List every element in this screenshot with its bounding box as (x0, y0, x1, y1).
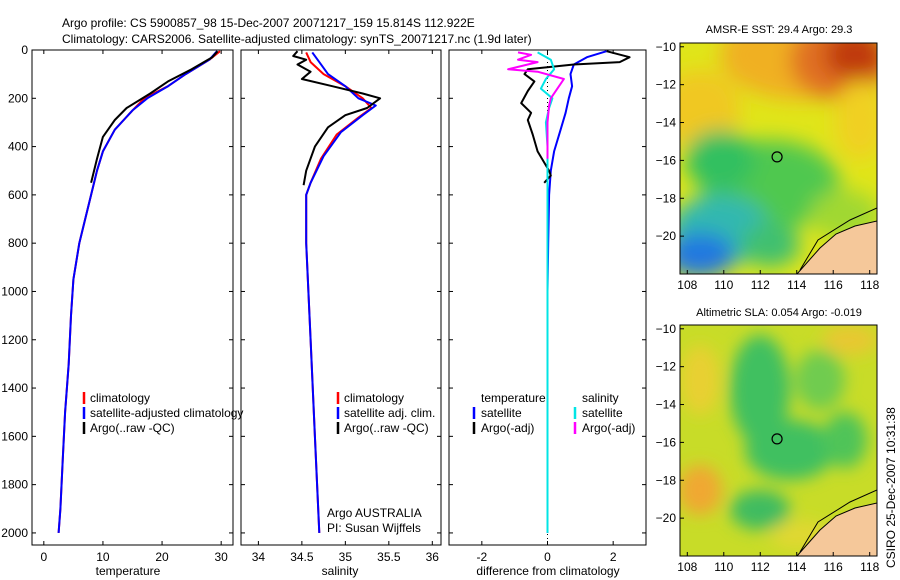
sal-legend-label-satellite: satellite adj. clim. (344, 406, 435, 420)
diff-series-temperature-argo-adj (520, 50, 631, 184)
sla-map-xtick-label-118: 118 (860, 560, 879, 574)
diff-series-salinity-argo-adj (507, 51, 565, 159)
temp-series-climatology (57, 50, 221, 533)
sst-map-xtick-label-116: 116 (824, 278, 843, 292)
depth-tick-label-0: 0 (21, 43, 28, 57)
sla-map-ytick-label--14: −14 (656, 398, 677, 412)
sla-map-title: Altimetric SLA: 0.054 Argo: -0.019 (696, 307, 862, 319)
series-layer (57, 50, 631, 533)
sst-map-xtick-label-114: 114 (787, 278, 806, 292)
temp-xtick-label-30: 30 (214, 550, 228, 564)
sst-map-xtick-label-110: 110 (714, 278, 733, 292)
sal-xtick-label-34: 34 (252, 550, 266, 564)
sst-map-ytick-label--16: −16 (656, 153, 677, 167)
diff-legend-label-temp-satellite: satellite (481, 406, 522, 420)
float-program-label: Argo AUSTRALIA (327, 506, 422, 520)
sla-map-ytick-label--18: −18 (656, 473, 677, 487)
depth-tick-label-600: 600 (8, 188, 28, 202)
temp-series-argo-raw-qc (90, 50, 219, 184)
diff-xtick-label-2: 2 (610, 550, 617, 564)
diff-legend-label-sal-satellite: satellite (582, 406, 623, 420)
sal-legend-label-argo: Argo(..raw -QC) (344, 421, 429, 435)
sst-map-title: AMSR-E SST: 29.4 Argo: 29.3 (706, 24, 853, 36)
sst-map-xtick-label-118: 118 (860, 278, 879, 292)
sst-map-xtick-label-108: 108 (677, 278, 697, 292)
legend-label-argo: Argo(..raw -QC) (90, 421, 175, 435)
salinity-panel-frame (240, 49, 442, 546)
difference-legend: temperature satellite Argo(-adj) salinit… (472, 391, 635, 435)
depth-tick-label-1600: 1600 (1, 429, 28, 443)
sst-map-xtick-label-112: 112 (751, 278, 770, 292)
temp-xtick-label-0: 0 (40, 550, 47, 564)
sla-float-marker (771, 433, 783, 445)
float-position-markers (771, 151, 783, 445)
sal-series-argo-raw-qc (292, 50, 382, 186)
temperature-panel-frame (31, 49, 234, 546)
sst-map-frame (679, 42, 878, 275)
sst-map-ytick-label--18: −18 (656, 191, 677, 205)
sst-map-ticks: 108 110 112 114 116 118 −10 −12 −14 −16 −18 −20 (656, 40, 880, 292)
sal-legend-label-climatology: climatology (344, 391, 404, 405)
sla-map-ytick-label--20: −20 (656, 511, 677, 525)
temp-xtick-label-10: 10 (96, 550, 110, 564)
side-stamp: CSIRO 25-Dec-2007 10:31:38 (884, 407, 898, 568)
depth-tick-label-200: 200 (8, 91, 28, 105)
sst-float-marker (771, 151, 783, 163)
sla-map-ytick-label--16: −16 (656, 435, 677, 449)
axes-layer: 0 10 20 30020040060080010001200140016001800… (1, 43, 646, 564)
sla-map-ticks: 108 110 112 114 116 118 −10 −12 −14 −16 −18 −20 (656, 322, 880, 574)
salinity-legend: climatology satellite adj. clim. Argo(..… (327, 391, 435, 535)
diff-series-salinity-satellite (537, 51, 556, 533)
depth-tick-label-1800: 1800 (1, 478, 28, 492)
legend-label-climatology: climatology (90, 391, 150, 405)
diff-legend-title-temperature: temperature (481, 391, 546, 405)
temp-xtick-label-20: 20 (155, 550, 169, 564)
depth-tick-label-800: 800 (8, 236, 28, 250)
sla-map-frame (679, 324, 878, 557)
depth-tick-label-2000: 2000 (1, 526, 28, 540)
temp-series-satellite-adjusted-climatology (57, 50, 218, 533)
sla-map-xtick-label-110: 110 (714, 560, 733, 574)
depth-tick-label-1400: 1400 (1, 381, 28, 395)
sal-xtick-label-34.5: 34.5 (290, 550, 314, 564)
temperature-xlabel: temperature (96, 564, 161, 578)
salinity-xlabel: salinity (322, 564, 359, 578)
sla-map-ytick-label--12: −12 (656, 360, 677, 374)
sal-xtick-label-36: 36 (426, 550, 440, 564)
sst-map-ytick-label--20: −20 (656, 229, 677, 243)
legend-label-satellite: satellite-adjusted climatology (90, 406, 243, 420)
diff-series-temperature-satellite (546, 50, 607, 533)
diff-xtick-label--2: -2 (476, 550, 487, 564)
sla-map-xtick-label-112: 112 (751, 560, 770, 574)
depth-tick-label-1200: 1200 (1, 333, 28, 347)
header-line-2: Climatology: CARS2006. Satellite-adjuste… (62, 32, 532, 46)
float-pi-label: PI: Susan Wijffels (327, 521, 421, 535)
sst-map-ytick-label--14: −14 (656, 116, 677, 130)
diff-legend-label-sal-argo: Argo(-adj) (582, 421, 635, 435)
sla-map-xtick-label-114: 114 (787, 560, 806, 574)
diff-legend-label-temp-argo: Argo(-adj) (481, 421, 534, 435)
sst-map-ytick-label--10: −10 (656, 40, 677, 54)
temperature-legend: climatology satellite-adjusted climatolo… (82, 391, 243, 435)
sla-map-xtick-label-108: 108 (677, 560, 697, 574)
sla-map-xtick-label-116: 116 (824, 560, 843, 574)
header-line-1: Argo profile: CS 5900857_98 15-Dec-2007 … (62, 16, 475, 30)
difference-xlabel: difference from climatology (476, 564, 619, 578)
sla-map-field (680, 325, 877, 556)
sal-xtick-label-35: 35 (339, 550, 353, 564)
sal-xtick-label-35.5: 35.5 (377, 550, 401, 564)
sst-map-field (680, 43, 877, 274)
depth-tick-label-400: 400 (8, 140, 28, 154)
diff-legend-title-salinity: salinity (582, 391, 619, 405)
sal-series-satellite-adj-clim (305, 51, 377, 533)
diff-xtick-label-0: 0 (544, 550, 551, 564)
sst-map-ytick-label--12: −12 (656, 78, 677, 92)
sla-map-ytick-label--10: −10 (656, 322, 677, 336)
depth-tick-label-1000: 1000 (1, 284, 28, 298)
